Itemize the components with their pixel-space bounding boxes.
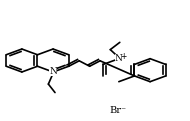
Text: +: +	[120, 52, 127, 61]
Text: N: N	[115, 54, 123, 63]
Text: Br⁻: Br⁻	[109, 106, 126, 115]
Text: N: N	[49, 68, 57, 76]
